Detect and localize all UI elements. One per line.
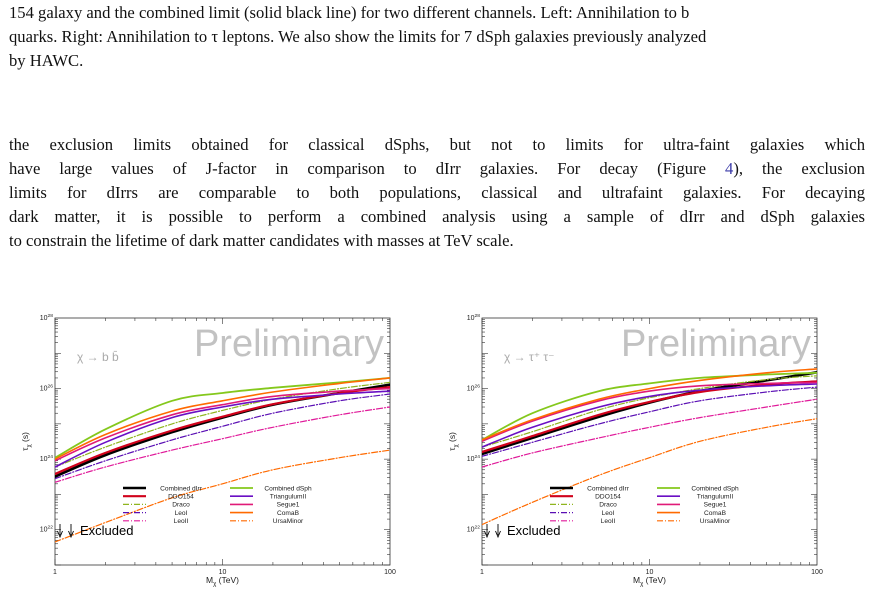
- caption-line: by HAWC.: [9, 51, 84, 70]
- channel-label: χ → τ⁺ τ⁻: [504, 350, 554, 364]
- y-axis-label: τχ (s): [447, 432, 460, 451]
- series-line: [482, 368, 817, 441]
- y-tick-label: 1024: [467, 454, 481, 463]
- y-tick-label: 1028: [40, 313, 54, 322]
- y-tick-label: 1028: [467, 313, 481, 322]
- paragraph-line: have large values of J-factor in compari…: [9, 157, 865, 181]
- caption-line: quarks. Right: Annihilation to τ leptons…: [9, 27, 707, 46]
- chart-svg: 1 10 100 1022 1024 1026 1028 Mχ (TeV) τχ (s) Prel…: [447, 313, 823, 588]
- preliminary-watermark: Preliminary: [621, 323, 811, 365]
- excluded-label: Excluded: [507, 523, 560, 538]
- series-line: [482, 380, 817, 453]
- legend-label: TriangulumII: [697, 494, 734, 501]
- curve-group: [55, 377, 390, 543]
- channel-label: χ → b b̄: [77, 350, 119, 364]
- legend-label: DDO154: [168, 494, 194, 501]
- x-axis-label: Mχ (TeV): [206, 575, 239, 588]
- y-axis-label: τχ (s): [20, 432, 33, 451]
- series-line: [55, 377, 390, 460]
- series-line: [55, 377, 390, 459]
- y-tick-label: 1022: [40, 525, 54, 534]
- y-tick-label: 1026: [40, 383, 54, 392]
- legend-label: LeoI: [602, 510, 615, 517]
- series-line: [482, 383, 817, 448]
- curve-group: [482, 368, 817, 526]
- series-line: [482, 381, 817, 443]
- excluded-arrow-head: [484, 530, 490, 539]
- excluded-label: Excluded: [80, 523, 133, 538]
- series-line: [482, 386, 817, 457]
- series-line: [482, 398, 817, 468]
- legend-label: Combined dSph: [264, 485, 312, 492]
- legend-label: Combined dSph: [691, 485, 739, 492]
- series-line: [55, 393, 390, 480]
- legend-label: UrsaMinor: [273, 518, 304, 525]
- preliminary-watermark: Preliminary: [194, 323, 384, 365]
- caption-line: 154 galaxy and the combined limit (solid…: [9, 3, 690, 22]
- chart-svg: 1 10 100 1022 1024 1026 1028 Mχ (TeV) τχ (s) Prel…: [20, 313, 396, 588]
- plot-tautau-channel: 1 10 100 1022 1024 1026 1028 Mχ (TeV) τχ (s) Prel…: [445, 310, 825, 590]
- paragraph-line: limits for dIrrs are comparable to both …: [9, 183, 865, 202]
- paragraph-text: ), the exclusion: [733, 159, 865, 178]
- y-tick-label: 1022: [467, 525, 481, 534]
- legend-label: ComaB: [277, 510, 300, 517]
- legend-label: ComaB: [704, 510, 727, 517]
- legend-label: Draco: [172, 502, 190, 509]
- legend-label: LeoI: [175, 510, 188, 517]
- figure-caption: 154 galaxy and the combined limit (solid…: [9, 1, 865, 73]
- excluded-arrow-head: [68, 530, 74, 539]
- legend-label: DDO154: [595, 494, 621, 501]
- legend-label: Segue1: [704, 502, 727, 509]
- legend-label: LeoII: [601, 518, 616, 525]
- legend-label: LeoII: [174, 518, 189, 525]
- y-tick-label: 1024: [40, 454, 54, 463]
- excluded-arrow-head: [495, 530, 501, 539]
- series-line: [55, 381, 390, 468]
- x-tick-label: 1: [480, 569, 484, 576]
- x-tick-label: 100: [811, 569, 823, 576]
- body-paragraph: the exclusion limits obtained for classi…: [9, 133, 865, 253]
- series-line: [55, 390, 390, 468]
- excluded-arrow-head: [57, 530, 63, 539]
- x-tick-label: 10: [646, 569, 654, 576]
- x-axis-label: Mχ (TeV): [633, 575, 666, 588]
- series-line: [482, 418, 817, 526]
- legend-label: Combined dIrr: [587, 485, 630, 492]
- legend-label: Segue1: [277, 502, 300, 509]
- figure-link[interactable]: 4: [725, 159, 734, 178]
- plot-bb-channel: 1 10 100 1022 1024 1026 1028 Mχ (TeV) τχ (s) Prel…: [18, 310, 398, 590]
- series-line: [55, 383, 390, 478]
- series-line: [482, 375, 817, 448]
- paragraph-line: dark matter, it is possible to perform a…: [9, 207, 865, 226]
- paragraph-line: the exclusion limits obtained for classi…: [9, 135, 865, 154]
- y-tick-label: 1026: [467, 383, 481, 392]
- x-tick-label: 100: [384, 569, 396, 576]
- x-tick-label: 1: [53, 569, 57, 576]
- legend-label: Draco: [599, 502, 617, 509]
- legend-label: TriangulumII: [270, 494, 307, 501]
- legend-label: Combined dIrr: [160, 485, 203, 492]
- series-line: [55, 449, 390, 543]
- series-line: [482, 371, 817, 441]
- series-line: [55, 406, 390, 483]
- legend-label: UrsaMinor: [700, 518, 731, 525]
- x-tick-label: 10: [219, 569, 227, 576]
- paragraph-line: to constrain the lifetime of dark matter…: [9, 231, 514, 250]
- paragraph-text: have large values of J-factor in compari…: [9, 159, 706, 178]
- series-line: [55, 387, 390, 462]
